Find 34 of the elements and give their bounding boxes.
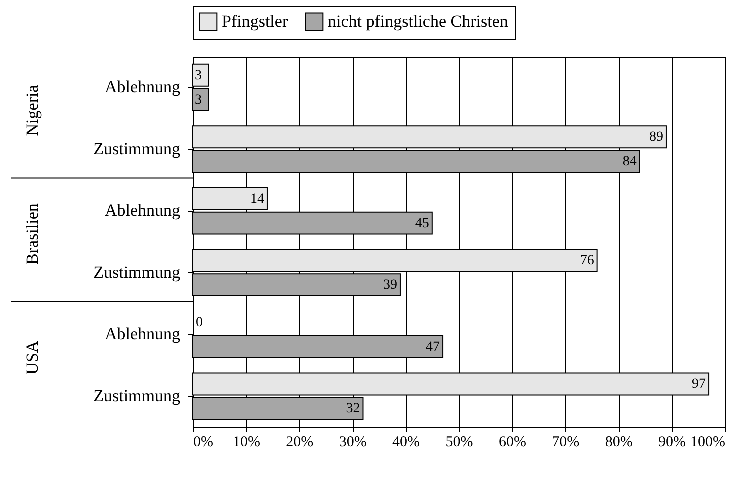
x-tick-label: 80% (605, 434, 633, 450)
x-tick-label: 30% (339, 434, 367, 450)
data-label: 32 (346, 402, 360, 417)
text: Brasilien (23, 203, 42, 265)
data-label: 84 (622, 154, 637, 170)
y-tick-label: Zustimmung (94, 262, 181, 282)
x-tick-label: 40% (392, 434, 420, 450)
text: Nigeria (23, 84, 42, 136)
x-tick-label: 60% (498, 434, 526, 450)
x-tick-label: 10% (232, 434, 260, 450)
legend-label: Pfingstler (222, 12, 288, 31)
data-label: 3 (195, 92, 202, 108)
y-tick-label: Zustimmung (94, 139, 181, 158)
data-label: 97 (692, 377, 706, 392)
y-tick-label: Ablehnung (104, 201, 181, 220)
x-tick-label: 70% (552, 434, 580, 450)
data-label: 39 (383, 278, 398, 294)
y-tick-label: Ablehnung (104, 324, 181, 344)
x-tick-label: 90% (658, 434, 686, 450)
data-label: 76 (580, 254, 594, 269)
data-label: 47 (426, 340, 440, 355)
data-label: 3 (195, 68, 202, 84)
data-label: 0 (196, 315, 203, 330)
y-tick-label: Zustimmung (94, 386, 181, 406)
legend-label: nicht pfingstliche Christen (328, 12, 509, 31)
x-tick-label: 100% (690, 434, 726, 450)
data-label: 45 (415, 216, 430, 232)
x-tick-label: 20% (286, 434, 314, 450)
data-label: 14 (250, 192, 264, 207)
text: USA (23, 340, 42, 375)
y-tick-label: Ablehnung (104, 78, 181, 97)
data-label: 89 (649, 130, 664, 146)
x-tick-label: 50% (446, 434, 474, 450)
x-tick-label: 0% (194, 434, 214, 450)
